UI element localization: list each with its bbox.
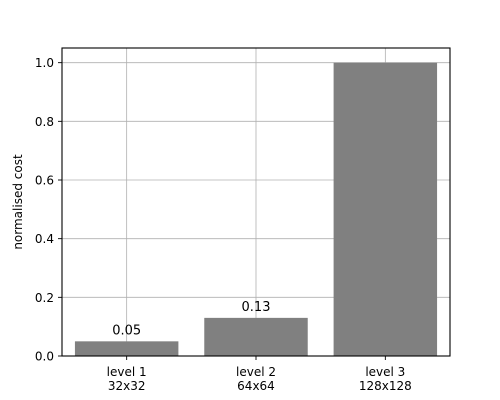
y-tick-label: 0.0	[35, 350, 54, 364]
y-tick-label: 1.0	[35, 56, 54, 70]
bar	[333, 62, 438, 357]
x-tick-label: level 2 64x64	[236, 365, 276, 393]
y-axis-ticks: 0.0 0.2 0.4 0.6 0.8 1.0	[35, 56, 62, 364]
y-tick-label: 0.2	[35, 291, 54, 305]
bar	[204, 317, 308, 356]
bar	[74, 341, 179, 356]
x-axis-ticks: level 1 32x32 level 2 64x64 level 3 128x128	[107, 356, 412, 393]
y-tick-label: 0.6	[35, 174, 54, 188]
bar-value-label: 0.05	[112, 323, 141, 338]
x-tick-label: level 1 32x32	[107, 365, 147, 393]
bars	[74, 62, 438, 357]
y-axis-label: normalised cost	[11, 154, 25, 250]
x-tick-label: level 3 128x128	[359, 365, 412, 393]
y-tick-label: 0.8	[35, 115, 54, 129]
data-labels: 0.05 0.13	[112, 300, 270, 338]
bar-value-label: 0.13	[242, 300, 271, 315]
y-tick-label: 0.4	[35, 232, 54, 246]
